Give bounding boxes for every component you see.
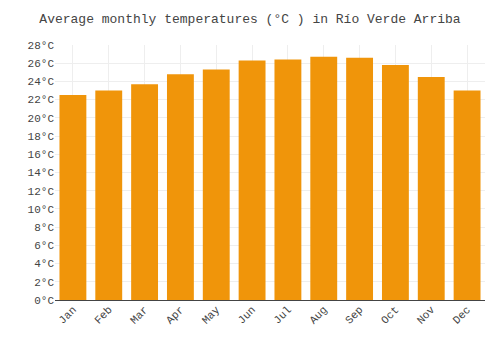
svg-text:8°C: 8°C (34, 222, 54, 234)
svg-text:14°C: 14°C (28, 167, 55, 179)
svg-text:2°C: 2°C (34, 277, 54, 289)
svg-text:Feb: Feb (92, 304, 114, 326)
svg-text:6°C: 6°C (34, 240, 54, 252)
svg-text:Aug: Aug (307, 304, 329, 326)
svg-text:Apr: Apr (164, 304, 186, 326)
svg-text:Dec: Dec (451, 304, 473, 326)
svg-text:Nov: Nov (415, 304, 438, 327)
svg-text:26°C: 26°C (28, 58, 55, 70)
svg-text:Jul: Jul (271, 304, 293, 326)
svg-text:Average monthly temperatures (: Average monthly temperatures (°C ) in Rí… (39, 12, 460, 27)
svg-text:24°C: 24°C (28, 76, 55, 88)
svg-text:4°C: 4°C (34, 258, 54, 270)
svg-text:16°C: 16°C (28, 149, 55, 161)
svg-text:Oct: Oct (379, 304, 401, 326)
svg-text:12°C: 12°C (28, 186, 55, 198)
svg-text:10°C: 10°C (28, 204, 55, 216)
svg-text:20°C: 20°C (28, 113, 55, 125)
svg-text:May: May (200, 304, 223, 327)
svg-text:Jun: Jun (236, 304, 258, 326)
svg-text:22°C: 22°C (28, 94, 55, 106)
svg-text:28°C: 28°C (28, 40, 55, 52)
svg-text:0°C: 0°C (34, 295, 54, 307)
svg-text:18°C: 18°C (28, 131, 55, 143)
svg-text:Jan: Jan (56, 304, 78, 326)
svg-text:Sep: Sep (343, 304, 365, 326)
svg-text:Mar: Mar (128, 304, 150, 326)
